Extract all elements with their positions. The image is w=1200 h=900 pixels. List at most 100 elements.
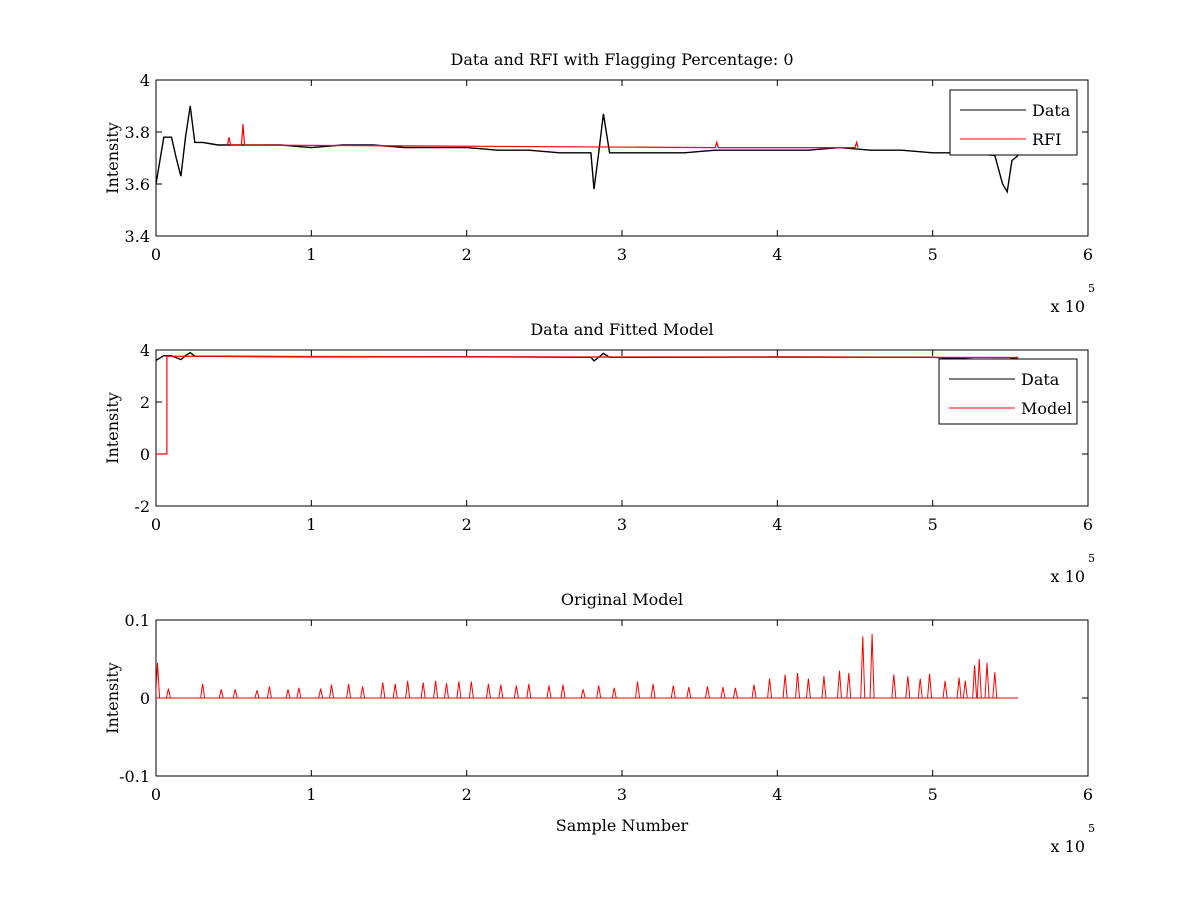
y-axis-label: Intensity	[103, 122, 122, 194]
x-tick-label: 4	[772, 515, 782, 534]
model-spike	[318, 688, 324, 699]
legend-label: Data	[1032, 101, 1071, 120]
model-spike	[456, 681, 462, 699]
model-spike	[704, 686, 710, 699]
legend-box	[938, 358, 1078, 425]
x-tick-label: 0	[151, 785, 161, 804]
model-spike	[526, 683, 532, 699]
x-multiplier-label: x 10	[1051, 297, 1085, 316]
y-tick-label: 0	[140, 445, 150, 464]
model-spike	[443, 683, 449, 699]
y-tick-label: 3.6	[125, 175, 150, 194]
model-spike	[670, 685, 676, 699]
series-line-data	[156, 105, 1019, 194]
model-spike	[992, 672, 998, 699]
legend-label: Data	[1021, 370, 1060, 389]
model-spike	[498, 684, 504, 699]
model-spike	[360, 686, 366, 699]
x-tick-label: 1	[306, 245, 316, 264]
x-multiplier-exponent: 5	[1088, 282, 1095, 295]
legend: Data Model	[938, 358, 1078, 425]
plot-area	[155, 349, 1089, 507]
model-spike	[927, 673, 933, 699]
legend-box	[949, 89, 1078, 156]
y-axis-label: Intensity	[103, 662, 122, 734]
model-spike	[956, 677, 962, 699]
model-spike	[942, 680, 948, 699]
model-spike	[380, 682, 386, 699]
model-spike	[392, 683, 398, 699]
y-tick-label: 4	[140, 71, 150, 90]
model-spike	[513, 685, 519, 699]
model-spike	[580, 689, 586, 699]
y-axis-label: Intensity	[103, 392, 122, 464]
y-tick-label: 3.4	[125, 227, 150, 246]
y-tick-label: 2	[140, 393, 150, 412]
model-spike	[732, 687, 738, 699]
x-tick-label: 6	[1083, 245, 1093, 264]
x-tick-label: 2	[462, 785, 472, 804]
legend-label: RFI	[1032, 130, 1061, 149]
y-tick-label: -2	[134, 497, 150, 516]
model-spike	[860, 636, 866, 699]
series-line-model	[156, 355, 1019, 455]
model-spike	[891, 674, 897, 699]
model-spike	[751, 684, 757, 699]
model-spike	[962, 680, 968, 699]
model-spike	[869, 634, 875, 699]
model-spike	[720, 686, 726, 699]
legend: Data RFI	[949, 89, 1078, 156]
model-spike	[805, 678, 811, 699]
model-spike	[767, 678, 773, 699]
x-tick-label: 1	[306, 785, 316, 804]
model-spike	[165, 688, 171, 699]
model-spike	[200, 683, 206, 699]
model-spike	[232, 689, 238, 699]
model-spike	[905, 676, 911, 699]
x-tick-label: 6	[1083, 785, 1093, 804]
model-spike	[635, 681, 641, 699]
x-tick-label: 1	[306, 515, 316, 534]
y-tick-label: 4	[140, 341, 150, 360]
model-spike	[156, 662, 161, 699]
chart-title: Data and Fitted Model	[530, 320, 713, 339]
model-spike	[782, 674, 788, 699]
y-tick-label: 3.8	[125, 123, 150, 142]
model-spike	[972, 665, 978, 699]
plot-area	[155, 79, 1089, 237]
series-line-rfi	[226, 124, 859, 149]
x-tick-label: 0	[151, 245, 161, 264]
x-tick-label: 3	[617, 515, 627, 534]
x-tick-label: 4	[772, 245, 782, 264]
subplot-1: Data and RFI with Flagging Percentage: 0…	[103, 50, 1095, 316]
y-tick-label: 0	[140, 689, 150, 708]
model-spike	[976, 658, 982, 699]
legend-label: Model	[1021, 399, 1072, 418]
model-spike	[836, 670, 842, 699]
model-spike	[266, 686, 272, 699]
x-tick-label: 3	[617, 785, 627, 804]
x-tick-label: 2	[462, 515, 472, 534]
model-spike	[468, 681, 474, 699]
chart-title: Original Model	[561, 590, 683, 609]
model-spike	[433, 680, 439, 699]
model-spike	[420, 682, 426, 699]
y-tick-label: 0.1	[125, 611, 150, 630]
model-spike	[611, 687, 617, 699]
x-multiplier-label: x 10	[1051, 837, 1085, 856]
x-multiplier-exponent: 5	[1088, 552, 1095, 565]
model-spike	[485, 683, 491, 699]
model-spike	[984, 662, 990, 699]
model-spike	[254, 690, 260, 699]
x-axis-label: Sample Number	[556, 816, 689, 835]
model-spike	[917, 678, 923, 699]
y-tick-label: -0.1	[119, 767, 150, 786]
model-spike	[650, 683, 656, 699]
x-multiplier-label: x 10	[1051, 567, 1085, 586]
x-tick-label: 0	[151, 515, 161, 534]
model-spike	[846, 673, 852, 699]
model-spike	[285, 689, 291, 699]
